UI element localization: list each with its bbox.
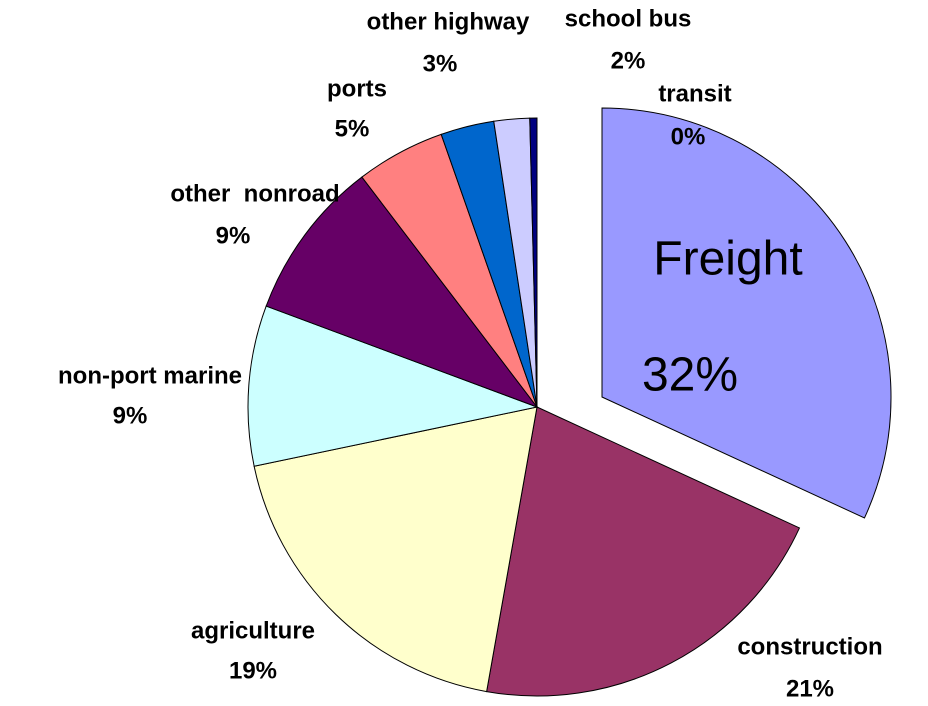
pie-slice <box>247 305 539 467</box>
slice-label: agriculture <box>191 617 315 644</box>
slice-label: ports <box>327 75 387 102</box>
pie-slice <box>486 406 801 697</box>
slice-value-label: 5% <box>335 115 370 142</box>
pie-slice <box>265 176 539 409</box>
pie-slice <box>253 406 538 693</box>
pie-slice <box>529 117 538 408</box>
slice-label: other nonroad <box>170 180 339 207</box>
pie-slice <box>601 107 892 519</box>
slice-label: other highway <box>367 8 530 35</box>
slice-value-label: 2% <box>611 47 646 74</box>
slice-value-label: 32% <box>642 349 738 402</box>
slice-value-label: 21% <box>786 675 834 702</box>
slice-label: Freight <box>653 233 802 286</box>
slice-label: non-port marine <box>58 362 242 389</box>
slice-label: transit <box>658 80 731 107</box>
slice-value-label: 9% <box>216 222 251 249</box>
slice-label: construction <box>737 633 882 660</box>
slice-label: school bus <box>565 5 692 32</box>
slice-value-label: 3% <box>423 50 458 77</box>
slice-value-label: 0% <box>671 123 706 150</box>
slice-value-label: 9% <box>113 402 148 429</box>
slice-value-label: 19% <box>229 657 277 684</box>
